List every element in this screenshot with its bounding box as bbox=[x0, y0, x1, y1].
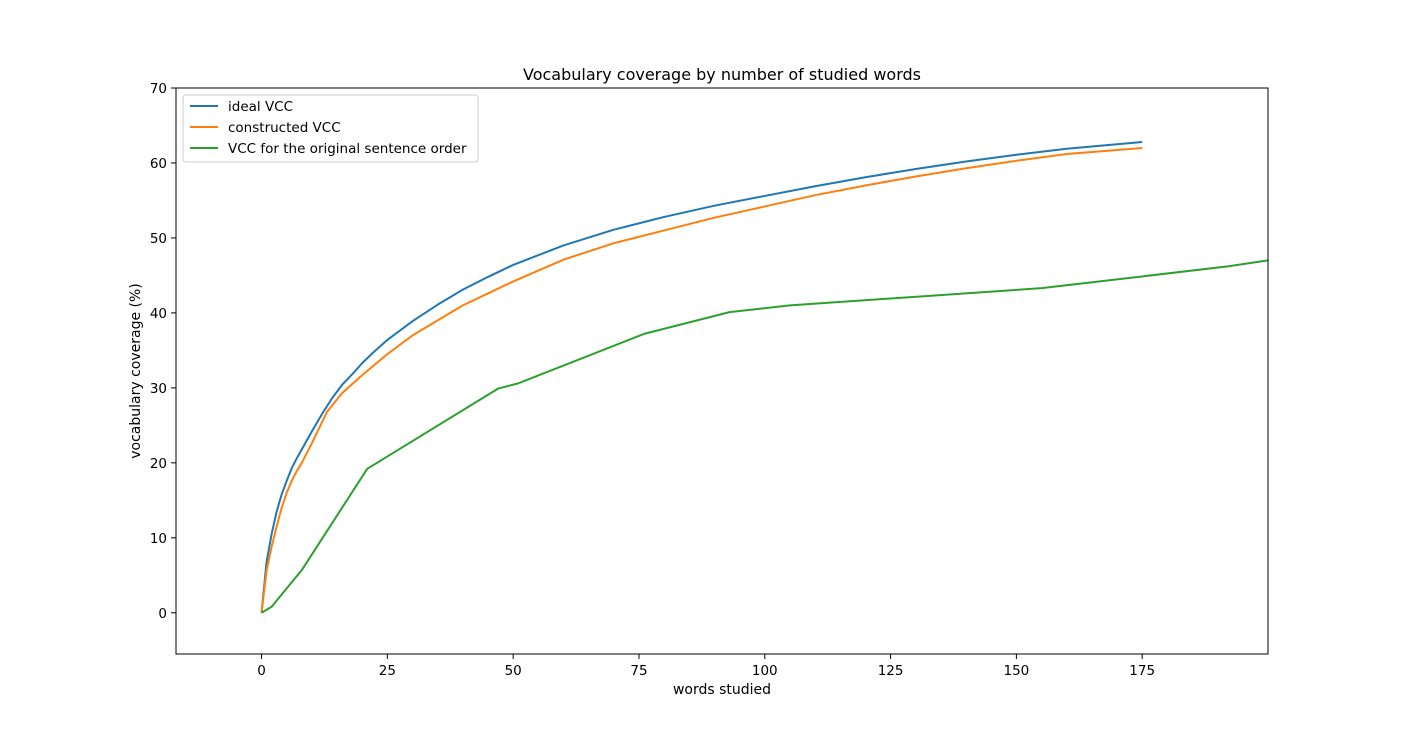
legend-label-constructed: constructed VCC bbox=[228, 120, 341, 136]
legend-label-original: VCC for the original sentence order bbox=[228, 141, 467, 157]
y-axis-ticks: 0 10 20 30 40 50 60 70 bbox=[150, 81, 176, 622]
x-tick-label: 150 bbox=[1003, 663, 1029, 679]
x-tick-label: 125 bbox=[878, 663, 904, 679]
x-axis-ticks: 0 25 50 75 100 125 150 175 bbox=[257, 654, 1155, 679]
x-tick-label: 175 bbox=[1129, 663, 1155, 679]
legend-box bbox=[182, 94, 479, 163]
y-tick-label: 10 bbox=[150, 531, 167, 547]
y-tick-label: 30 bbox=[150, 381, 167, 397]
series-line-0 bbox=[260, 140, 1143, 613]
legend: ideal VCC constructed VCC VCC for the or… bbox=[182, 94, 479, 163]
x-tick-label: 25 bbox=[379, 663, 396, 679]
x-tick-label: 0 bbox=[257, 663, 266, 679]
y-tick-label: 70 bbox=[150, 81, 167, 97]
y-tick-label: 60 bbox=[150, 156, 167, 172]
x-tick-label: 100 bbox=[752, 663, 778, 679]
plot-area-frame bbox=[175, 87, 1269, 655]
y-tick-label: 20 bbox=[150, 456, 167, 472]
y-tick-label: 50 bbox=[150, 231, 167, 247]
series-layer bbox=[260, 140, 1268, 614]
series-line-1 bbox=[260, 146, 1143, 613]
y-axis-label: vocabulary coverage (%) bbox=[128, 283, 144, 459]
chart-title: Vocabulary coverage by number of studied… bbox=[523, 65, 921, 84]
legend-label-ideal: ideal VCC bbox=[228, 99, 293, 115]
y-tick-label: 40 bbox=[150, 306, 167, 322]
x-tick-label: 75 bbox=[630, 663, 647, 679]
series-line-2 bbox=[261, 259, 1268, 614]
y-tick-label: 0 bbox=[158, 606, 167, 622]
x-tick-label: 50 bbox=[505, 663, 522, 679]
x-axis-label: words studied bbox=[673, 682, 771, 698]
